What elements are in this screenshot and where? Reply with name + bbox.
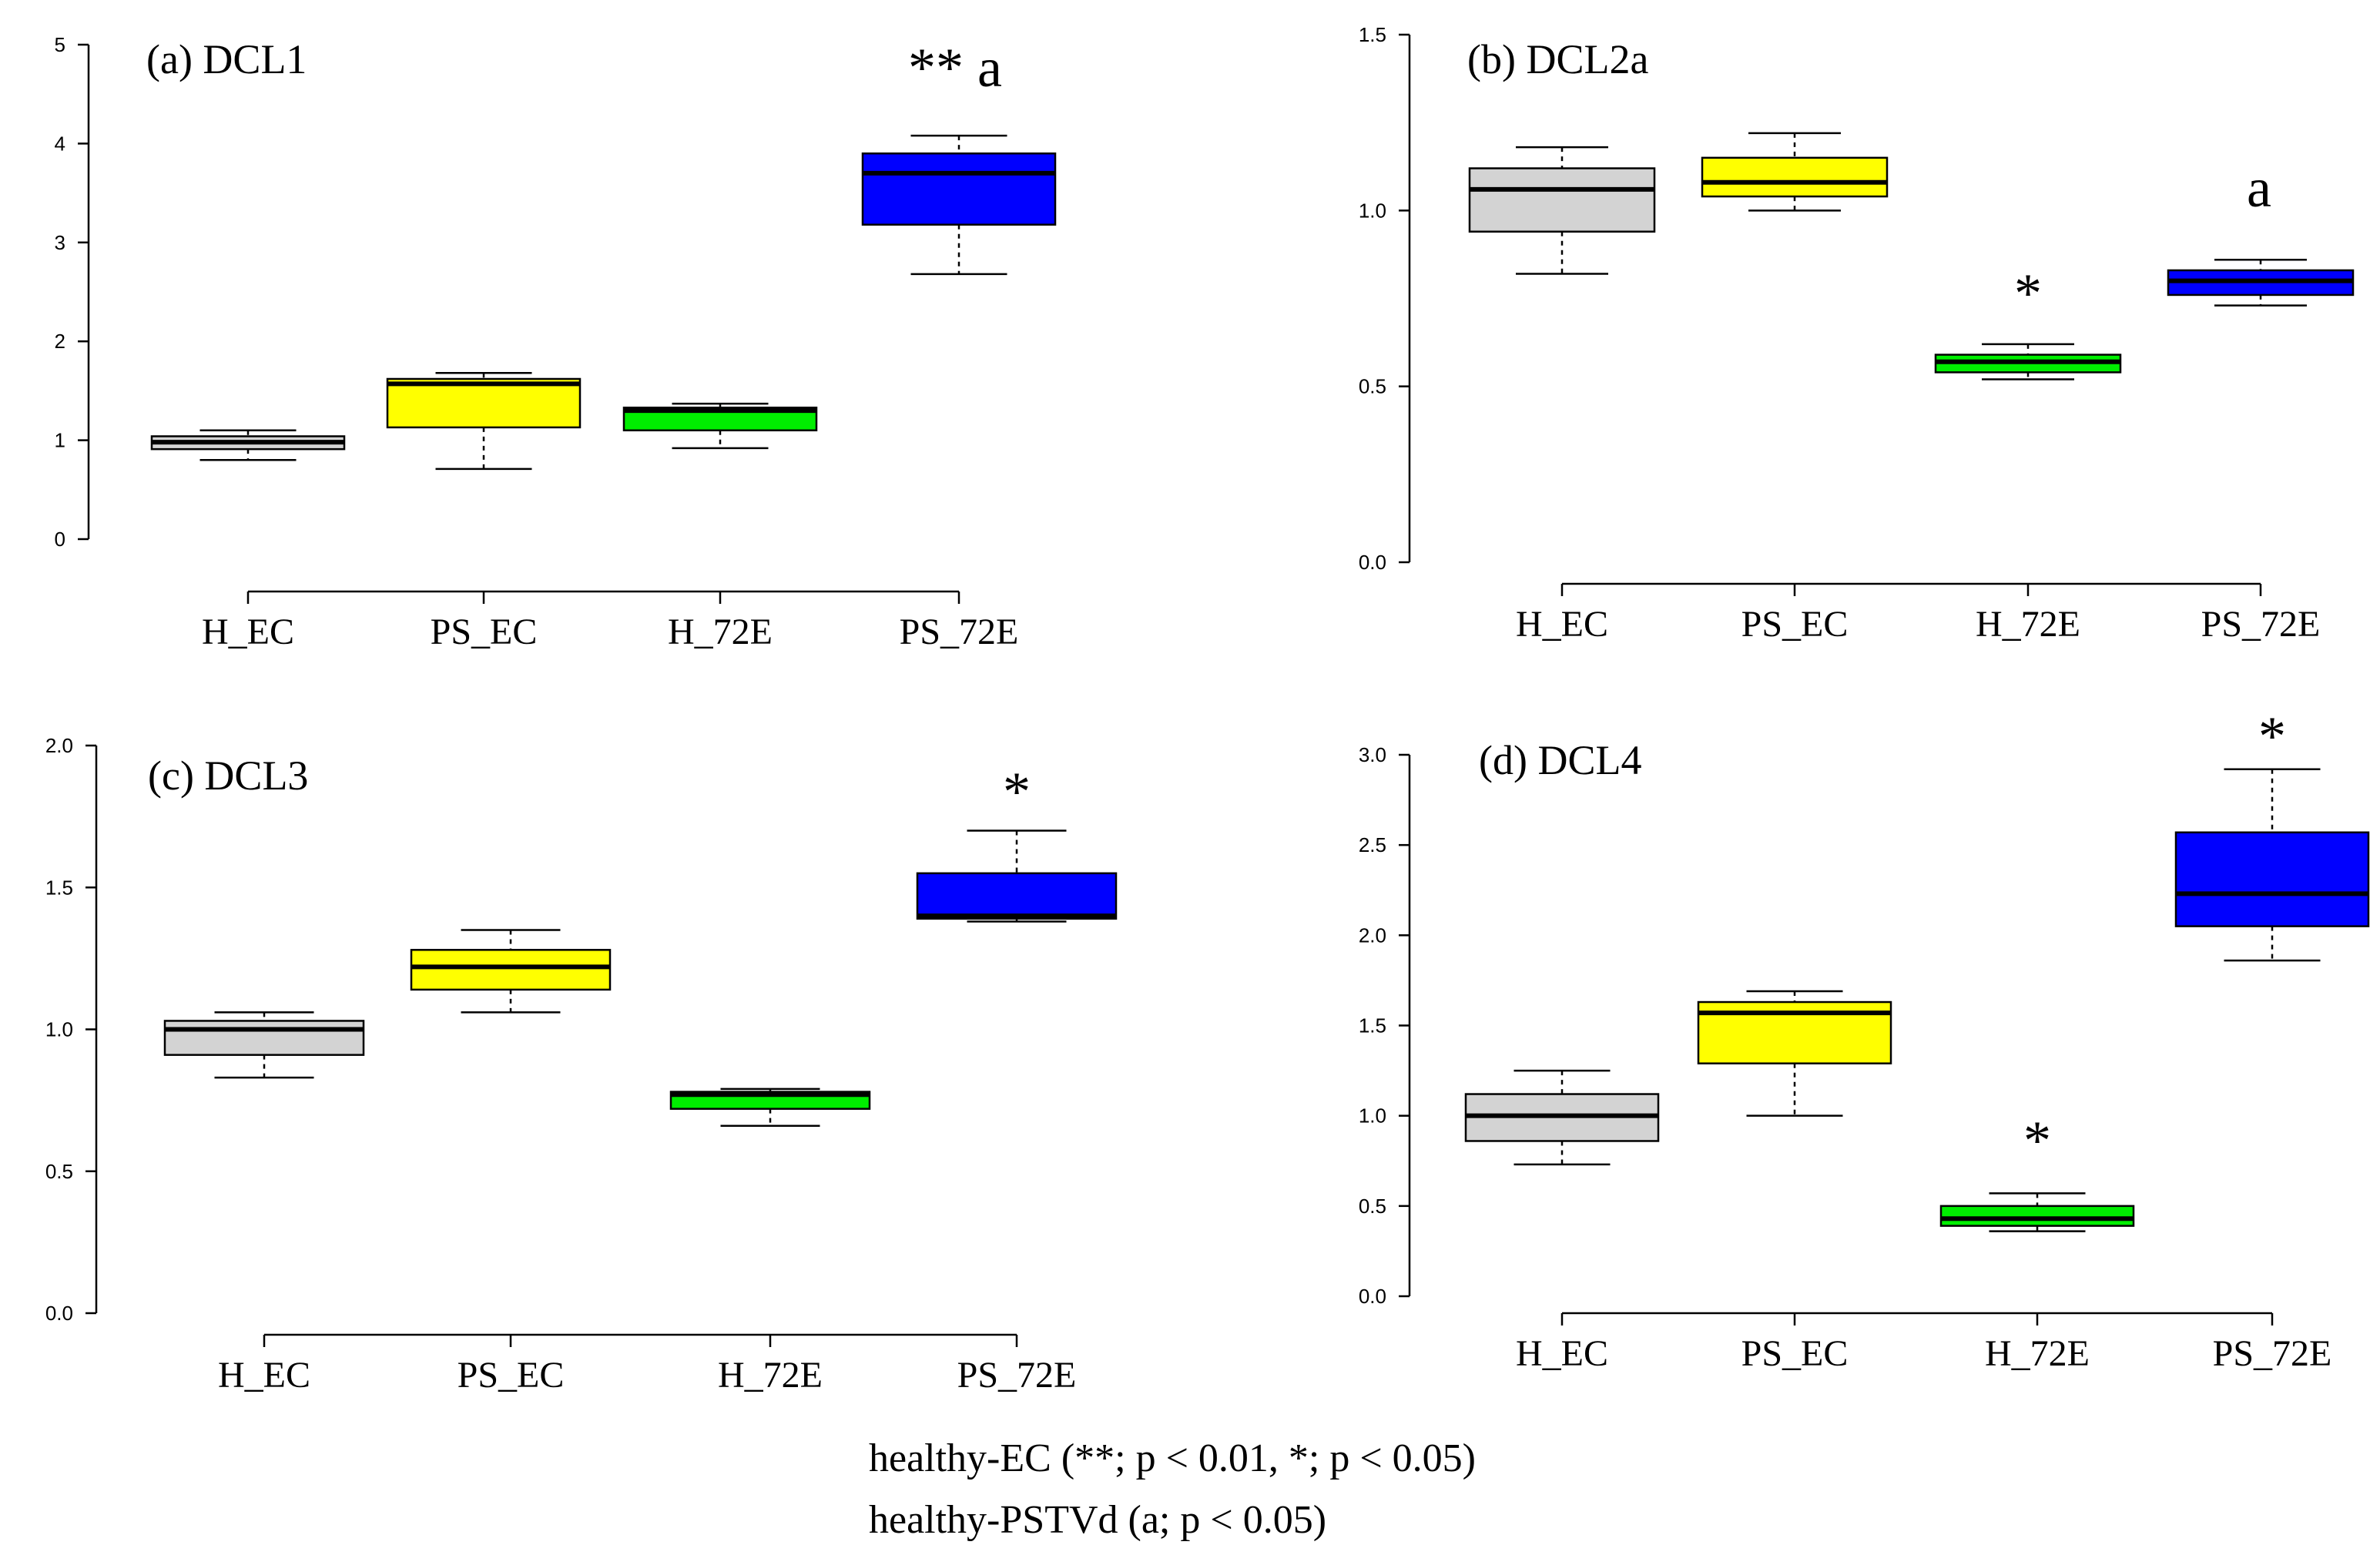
box-H_72E — [669, 1088, 871, 1128]
y-tick-label: 5 — [55, 33, 65, 56]
x-tick-label: PS_72E — [957, 1355, 1077, 1396]
y-tick-label: 0 — [55, 528, 65, 551]
x-tick-label: PS_72E — [900, 612, 1019, 652]
y-tick-label: 0.0 — [45, 1302, 73, 1325]
panel-title: (a) DCL1 — [146, 36, 307, 82]
box-PS_72E — [2167, 259, 2355, 307]
x-tick-label: H_EC — [1516, 604, 1608, 645]
y-tick-label: 0.5 — [1359, 1195, 1386, 1218]
y-tick-label: 0.5 — [45, 1160, 73, 1183]
panel-title: (c) DCL3 — [148, 752, 308, 799]
y-tick-label: 1.0 — [1359, 1104, 1386, 1128]
significance-annotation: * — [2014, 263, 2042, 324]
y-tick-label: 1.5 — [1359, 1014, 1386, 1037]
y-tick-label: 4 — [55, 132, 65, 155]
significance-annotation: * — [2258, 705, 2286, 767]
x-tick-label: PS_EC — [431, 612, 538, 652]
box-H_72E — [1934, 343, 2122, 380]
box-PS_EC — [386, 372, 582, 471]
panel-4: 0.0 0.5 1.0 1.5 2.0 2.5 3.0 H_EC PS_EC H_72E PS_72… — [1359, 705, 2370, 1374]
box-PS_EC — [410, 929, 612, 1014]
x-tick-label: H_EC — [218, 1355, 310, 1396]
y-tick-label: 1.0 — [1359, 199, 1386, 222]
x-tick-label: PS_72E — [2213, 1333, 2332, 1374]
y-tick-label: 0.0 — [1359, 551, 1386, 574]
y-tick-label: 0.5 — [1359, 375, 1386, 398]
x-tick-label: H_72E — [1976, 604, 2080, 645]
y-tick-label: 3.0 — [1359, 743, 1386, 766]
y-tick-label: 2 — [55, 330, 65, 353]
y-tick-label: 2.0 — [45, 734, 73, 757]
y-tick-label: 3 — [55, 231, 65, 254]
box-PS_72E — [861, 134, 1057, 276]
y-tick-label: 1.5 — [1359, 23, 1386, 46]
box-PS_EC — [1697, 990, 1892, 1117]
significance-annotation: * — [2023, 1110, 2051, 1171]
box-H_72E — [1939, 1192, 2135, 1232]
box-H_EC — [163, 1011, 365, 1079]
panel-1: 0 1 2 3 4 5 H_EC PS_EC H_72E PS_72E (a) DCL1 ** a — [55, 33, 1057, 652]
x-tick-label: H_72E — [1985, 1333, 2090, 1374]
significance-annotation: ** a — [908, 37, 1002, 99]
panel-2: 0.0 0.5 1.0 1.5 H_EC PS_EC H_72E PS_72E (b) DCL2… — [1359, 23, 2355, 645]
x-tick-label: PS_EC — [1741, 1333, 1849, 1374]
x-tick-label: H_72E — [718, 1355, 823, 1396]
x-tick-label: H_EC — [202, 612, 294, 652]
box-H_EC — [150, 429, 346, 461]
y-tick-label: 2.5 — [1359, 833, 1386, 856]
panel-title: (d) DCL4 — [1479, 737, 1641, 783]
legend-line-2: healthy-PSTVd (a; p < 0.05) — [869, 1498, 1326, 1542]
x-tick-label: PS_72E — [2201, 604, 2321, 645]
box-H_EC — [1468, 146, 1656, 275]
panel-title: (b) DCL2a — [1467, 36, 1648, 82]
legend-line-1: healthy-EC (**; p < 0.01, *; p < 0.05) — [869, 1436, 1476, 1480]
y-tick-label: 1.0 — [45, 1018, 73, 1041]
box-PS_EC — [1701, 132, 1889, 212]
box-H_EC — [1464, 1069, 1660, 1166]
iqr-box — [386, 377, 582, 429]
y-tick-label: 1 — [55, 429, 65, 452]
iqr-box — [1939, 1205, 2135, 1227]
y-tick-label: 0.0 — [1359, 1285, 1386, 1308]
box-PS_72E — [2174, 768, 2370, 962]
x-tick-label: PS_EC — [1741, 604, 1849, 645]
iqr-box — [410, 949, 612, 991]
iqr-box — [1468, 167, 1656, 233]
iqr-box — [2174, 831, 2370, 927]
significance-annotation: a — [2247, 157, 2271, 219]
x-tick-label: PS_EC — [458, 1355, 565, 1396]
panel-3: 0.0 0.5 1.0 1.5 2.0 H_EC PS_EC H_72E PS_72E (c) D… — [45, 734, 1118, 1396]
iqr-box — [861, 152, 1057, 226]
iqr-box — [163, 1020, 365, 1056]
significance-annotation: * — [1003, 761, 1031, 823]
iqr-box — [916, 872, 1118, 920]
iqr-box — [1701, 156, 1889, 198]
box-PS_72E — [916, 829, 1118, 923]
x-tick-label: H_EC — [1516, 1333, 1608, 1374]
x-tick-label: H_72E — [668, 612, 773, 652]
y-tick-label: 1.5 — [45, 876, 73, 899]
y-tick-label: 2.0 — [1359, 923, 1386, 947]
box-H_72E — [622, 402, 818, 450]
